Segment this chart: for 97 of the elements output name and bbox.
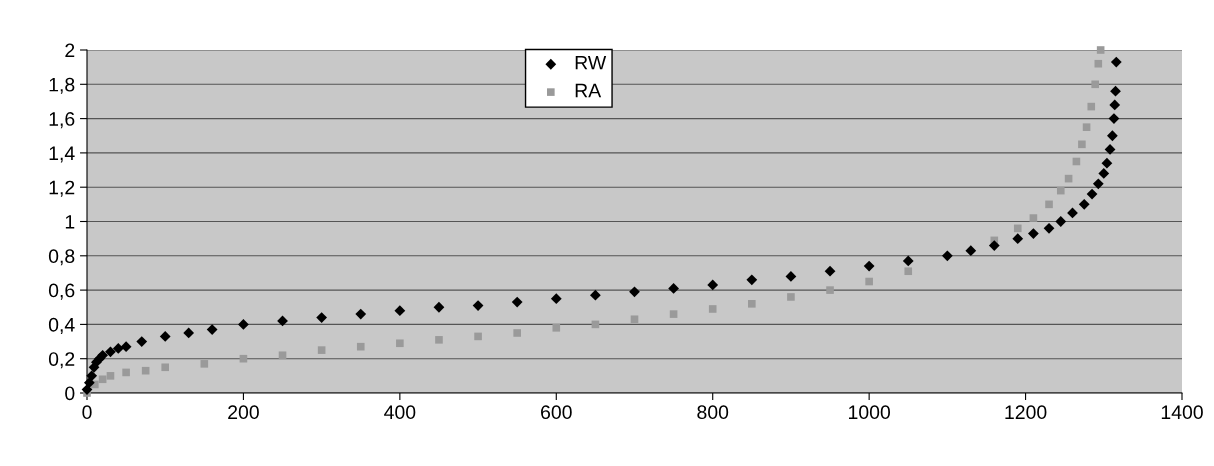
point [433, 301, 445, 313]
point [1045, 200, 1053, 209]
point [317, 346, 326, 354]
point [141, 366, 150, 375]
point [511, 296, 523, 308]
x-tick-label: 400 [384, 405, 416, 420]
legend-label: RA [575, 83, 602, 98]
point [1012, 233, 1024, 245]
point [668, 283, 679, 294]
point [112, 343, 124, 354]
point [988, 240, 1000, 251]
y-tick-label: 0 [65, 386, 75, 401]
point [1028, 228, 1039, 239]
point [1013, 224, 1022, 233]
point [1110, 56, 1122, 68]
point [863, 260, 875, 272]
point [1096, 46, 1105, 54]
point [86, 370, 98, 382]
y-tick-label: 1,4 [49, 146, 75, 163]
y-tick-label: 0,4 [48, 317, 75, 334]
y-tick-label: 2 [65, 43, 75, 58]
point [435, 336, 443, 344]
point [396, 339, 404, 348]
point [161, 363, 170, 372]
y-tick-label: 0,2 [48, 352, 75, 369]
point [105, 346, 116, 358]
y-tick-label: 0,8 [48, 249, 75, 266]
point [1043, 222, 1055, 234]
x-tick-label: 600 [541, 405, 572, 420]
legend-label: RW [575, 55, 607, 70]
point [356, 342, 365, 351]
point [865, 277, 873, 286]
point [1091, 80, 1099, 89]
x-tick-label: 1400 [1161, 405, 1203, 420]
point [787, 293, 795, 301]
point [941, 250, 953, 262]
point [136, 336, 148, 347]
point [708, 305, 717, 313]
point [785, 271, 797, 282]
point [1098, 168, 1110, 179]
point [206, 324, 218, 335]
point [200, 360, 209, 368]
point [1092, 178, 1104, 190]
point [748, 300, 756, 308]
point [122, 368, 130, 377]
point [159, 331, 171, 342]
y-tick-label: 1 [65, 215, 75, 229]
point [474, 332, 482, 341]
point [83, 377, 95, 389]
point [552, 324, 561, 332]
point [120, 341, 132, 353]
point [1101, 157, 1113, 169]
point [965, 245, 977, 257]
point [106, 372, 115, 380]
point [824, 265, 836, 277]
point [1086, 188, 1098, 200]
x-tick-label: 1200 [1005, 405, 1047, 420]
y-tick-label: 1,2 [49, 180, 75, 197]
point [513, 329, 521, 337]
point [97, 349, 109, 361]
point [1109, 99, 1121, 111]
point [1110, 85, 1121, 97]
point [707, 279, 719, 291]
point [1082, 123, 1091, 131]
point [1056, 186, 1065, 195]
x-tick-label: 800 [697, 405, 729, 420]
point [1087, 102, 1096, 111]
point [238, 319, 249, 330]
point [1078, 140, 1086, 149]
point [826, 286, 834, 294]
y-tick-label: 1,6 [49, 112, 75, 129]
point [1078, 198, 1090, 210]
y-tick-label: 1,8 [49, 77, 75, 94]
point [1107, 130, 1118, 142]
point [183, 327, 195, 339]
x-tick-label: 200 [228, 405, 259, 420]
point [1094, 59, 1103, 68]
point [904, 267, 913, 276]
point [669, 310, 678, 318]
point [629, 286, 640, 298]
point [902, 255, 914, 267]
point [355, 308, 367, 320]
point [278, 351, 287, 360]
point [550, 293, 562, 305]
point [98, 375, 107, 384]
point [1108, 113, 1120, 124]
point [590, 289, 601, 301]
point [746, 274, 758, 286]
x-tick-label: 1000 [849, 405, 891, 420]
point [316, 312, 328, 323]
y-tick-label: 0,6 [48, 283, 75, 300]
point [1055, 216, 1067, 227]
x-tick-label: 0 [82, 405, 92, 420]
point [394, 305, 406, 317]
point [239, 354, 248, 363]
point [630, 315, 639, 324]
point [1029, 214, 1038, 222]
